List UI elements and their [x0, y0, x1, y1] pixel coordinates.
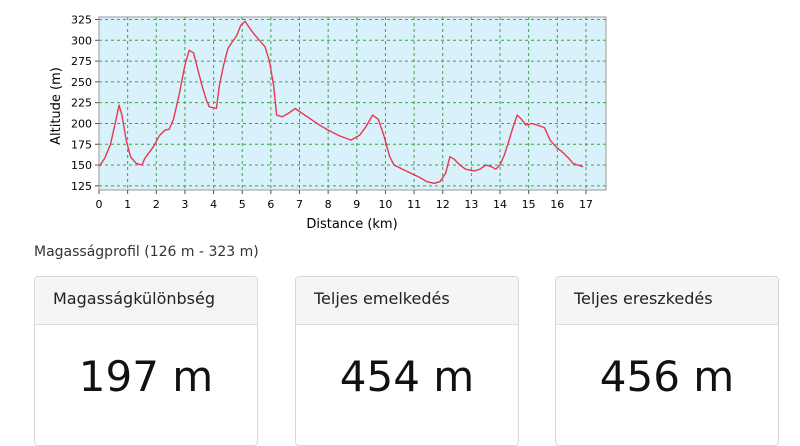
x-tick-label: 9: [353, 198, 360, 211]
y-tick-label: 300: [71, 34, 92, 47]
altitude-profile-line: [98, 20, 584, 184]
x-tick-label: 16: [550, 198, 564, 211]
x-tick-label: 5: [239, 198, 246, 211]
grid-lines: [98, 17, 606, 190]
y-tick-label: 225: [71, 97, 92, 110]
elevation-profile-caption: Magasságprofil (126 m - 323 m): [34, 244, 259, 260]
x-tick-label: 11: [407, 198, 421, 211]
y-tick-label: 150: [71, 159, 92, 172]
y-axis-title: Altitude (m): [49, 67, 64, 145]
x-tick-label: 4: [210, 198, 217, 211]
total-descent-label: Teljes ereszkedés: [556, 277, 778, 325]
x-tick-label: 1: [124, 198, 131, 211]
x-tick-label: 6: [267, 198, 274, 211]
x-tick-label: 2: [153, 198, 160, 211]
x-tick-label: 17: [579, 198, 593, 211]
y-tick-label: 275: [71, 55, 92, 68]
y-tick-label: 200: [71, 117, 92, 130]
total-ascent-card: Teljes emelkedés 454 m: [295, 276, 519, 446]
total-descent-card: Teljes ereszkedés 456 m: [555, 276, 779, 446]
y-tick-label: 325: [71, 13, 92, 26]
x-tick-label: 14: [493, 198, 507, 211]
total-ascent-value: 454 m: [339, 352, 475, 401]
y-tick-label: 175: [71, 138, 92, 151]
elevation-difference-label: Magasságkülönbség: [35, 277, 257, 325]
plot-area: [99, 17, 606, 190]
total-ascent-label: Teljes emelkedés: [296, 277, 518, 325]
x-axis-title: Distance (km): [306, 217, 397, 232]
plot-frame: [98, 16, 607, 191]
x-tick-label: 15: [522, 198, 536, 211]
elevation-chart: 0 1 2 3 4 5 6 7 8 9 10 11 12 13 14 15 16 1712515017520022…: [49, 13, 607, 232]
x-tick-label: 8: [325, 198, 332, 211]
elevation-difference-value: 197 m: [78, 352, 214, 401]
x-tick-label: 7: [296, 198, 303, 211]
y-tick-label: 125: [71, 180, 92, 193]
total-descent-value: 456 m: [599, 352, 735, 401]
x-tick-label: 13: [464, 198, 478, 211]
chart-axes: 0 1 2 3 4 5 6 7 8 9 10 11 12 13 14 15 16 1712515017520022…: [71, 13, 593, 211]
y-tick-label: 250: [71, 76, 92, 89]
x-tick-label: 12: [436, 198, 450, 211]
elevation-difference-card: Magasságkülönbség 197 m: [34, 276, 258, 446]
x-tick-label: 0: [96, 198, 103, 211]
x-tick-label: 3: [181, 198, 188, 211]
x-tick-label: 10: [378, 198, 392, 211]
